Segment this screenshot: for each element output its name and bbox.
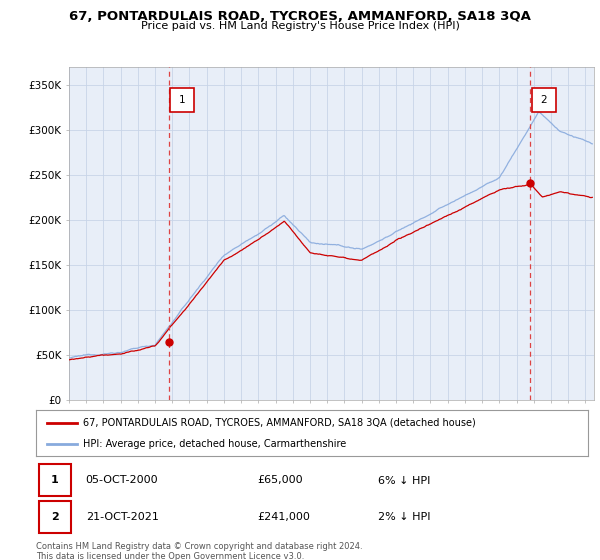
FancyBboxPatch shape (170, 88, 194, 112)
FancyBboxPatch shape (39, 464, 71, 497)
Text: HPI: Average price, detached house, Carmarthenshire: HPI: Average price, detached house, Carm… (83, 439, 346, 449)
Text: 1: 1 (51, 475, 59, 486)
Text: 05-OCT-2000: 05-OCT-2000 (86, 475, 158, 486)
Text: Contains HM Land Registry data © Crown copyright and database right 2024.
This d: Contains HM Land Registry data © Crown c… (36, 542, 362, 560)
Text: 2: 2 (51, 512, 59, 522)
Text: Price paid vs. HM Land Registry's House Price Index (HPI): Price paid vs. HM Land Registry's House … (140, 21, 460, 31)
Text: 2: 2 (541, 95, 547, 105)
Text: 6% ↓ HPI: 6% ↓ HPI (378, 475, 431, 486)
Text: 67, PONTARDULAIS ROAD, TYCROES, AMMANFORD, SA18 3QA (detached house): 67, PONTARDULAIS ROAD, TYCROES, AMMANFOR… (83, 418, 476, 428)
Text: £241,000: £241,000 (257, 512, 310, 522)
Text: 67, PONTARDULAIS ROAD, TYCROES, AMMANFORD, SA18 3QA: 67, PONTARDULAIS ROAD, TYCROES, AMMANFOR… (69, 10, 531, 22)
Text: 2% ↓ HPI: 2% ↓ HPI (378, 512, 431, 522)
Text: £65,000: £65,000 (257, 475, 302, 486)
FancyBboxPatch shape (532, 88, 556, 112)
Text: 21-OCT-2021: 21-OCT-2021 (86, 512, 158, 522)
Text: 1: 1 (179, 95, 185, 105)
FancyBboxPatch shape (39, 501, 71, 534)
